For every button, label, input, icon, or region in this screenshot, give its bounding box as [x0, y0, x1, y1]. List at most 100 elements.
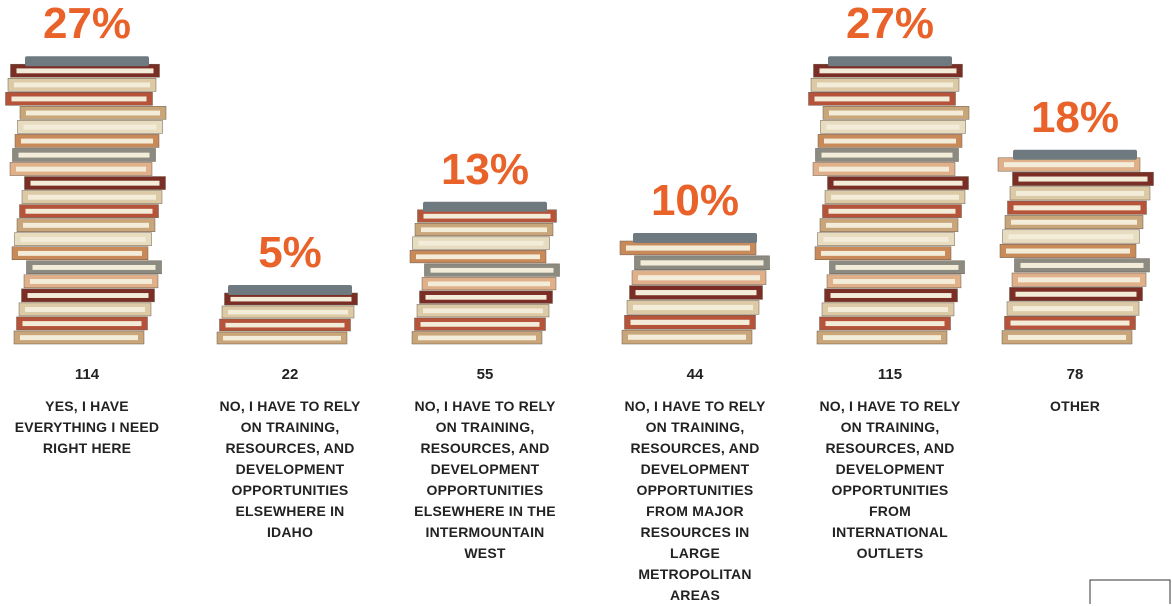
book-pages	[823, 335, 941, 341]
book-pages	[25, 307, 145, 313]
book-cover	[1013, 149, 1137, 160]
book-pages	[428, 281, 550, 287]
book-pages	[430, 267, 554, 273]
book-pages	[1020, 262, 1144, 268]
category-label: NO, I HAVE TO RELY ON TRAINING, RESOURCE…	[819, 398, 961, 561]
book-pages	[416, 254, 540, 260]
book-pages	[1004, 162, 1134, 168]
book-pages	[423, 308, 543, 314]
book-pages	[1013, 205, 1141, 211]
book-pages	[418, 335, 536, 341]
category-label: NO, I HAVE TO RELY ON TRAINING, RESOURCE…	[624, 398, 766, 603]
book-pages	[23, 222, 149, 228]
book-pages	[835, 264, 959, 270]
book-pages	[21, 138, 153, 144]
book-pages	[821, 250, 945, 256]
book-pages	[1008, 234, 1134, 240]
book-pages	[1018, 277, 1140, 283]
book-pages	[825, 321, 945, 327]
book-stack	[997, 149, 1154, 345]
book-pages	[817, 82, 953, 88]
book-pages	[425, 294, 547, 300]
count-label: 22	[281, 366, 299, 383]
book-pages	[821, 152, 953, 158]
corner-box	[1089, 579, 1171, 604]
book-pages	[228, 309, 348, 315]
book-pages	[824, 138, 956, 144]
book-pages	[1006, 248, 1130, 254]
book-pages	[30, 279, 152, 284]
book-pages	[16, 68, 154, 74]
book-pages	[826, 124, 960, 130]
book-pages	[22, 321, 142, 327]
book-pages	[640, 260, 764, 266]
book-cover	[423, 201, 547, 212]
book-pages	[32, 264, 156, 270]
book-pages	[28, 194, 156, 200]
book-pages	[814, 96, 950, 102]
book-pages	[27, 293, 149, 298]
book-cover	[25, 56, 149, 67]
book-pages	[630, 319, 750, 325]
book-pages	[830, 293, 952, 298]
book-pages	[1016, 190, 1144, 196]
book-pages	[1013, 306, 1133, 312]
count-label: 55	[476, 366, 494, 383]
book-pages	[833, 180, 963, 186]
count-label: 114	[74, 366, 100, 383]
book-pages	[30, 180, 160, 186]
book-pages	[25, 208, 153, 214]
book-pages	[626, 245, 750, 251]
count-label: 78	[1066, 366, 1084, 383]
book-pages	[20, 236, 146, 242]
book-stack	[5, 56, 167, 345]
book-pages	[420, 322, 540, 327]
book-stack	[409, 201, 560, 345]
book-pages	[819, 166, 949, 172]
book-pages	[16, 166, 146, 172]
book-pages	[423, 213, 551, 219]
book-pages	[18, 250, 142, 256]
book-pages	[633, 304, 753, 311]
category-label: NO, I HAVE TO RELY ON TRAINING, RESOURCE…	[219, 398, 361, 540]
book-pages	[421, 227, 547, 233]
book-pages	[11, 96, 147, 102]
book-pages	[26, 110, 160, 116]
book-pages	[20, 335, 138, 341]
category-label: NO, I HAVE TO RELY ON TRAINING, RESOURCE…	[414, 398, 556, 561]
book-pages	[828, 208, 956, 214]
book-pages	[823, 236, 949, 242]
value-label: 13%	[441, 145, 529, 194]
book-pages	[635, 290, 757, 296]
book-pages	[418, 240, 544, 246]
book-pages	[23, 124, 157, 130]
book-pages	[225, 322, 345, 328]
book-pages	[14, 82, 150, 88]
book-cover	[828, 56, 952, 67]
book-stack	[808, 56, 970, 345]
book-pages	[826, 222, 952, 228]
book-pages	[1015, 291, 1137, 297]
book-pages	[638, 275, 760, 281]
book-stack	[216, 285, 358, 345]
value-label: 5%	[258, 228, 322, 277]
book-stack	[619, 233, 770, 345]
count-label: 44	[686, 366, 704, 383]
book-pages	[828, 307, 948, 313]
value-label: 10%	[651, 176, 739, 225]
count-label: 115	[877, 366, 903, 383]
value-label: 27%	[43, 0, 131, 48]
book-pages	[819, 68, 957, 74]
category-label: OTHER	[1050, 398, 1100, 414]
book-pages	[1008, 334, 1126, 340]
value-label: 27%	[846, 0, 934, 48]
book-pages	[831, 194, 959, 200]
book-cover	[228, 285, 352, 295]
book-pages	[628, 334, 746, 340]
book-pages	[1011, 219, 1137, 225]
book-pages	[829, 110, 963, 116]
book-pages	[230, 296, 352, 302]
book-pages	[1018, 176, 1148, 182]
